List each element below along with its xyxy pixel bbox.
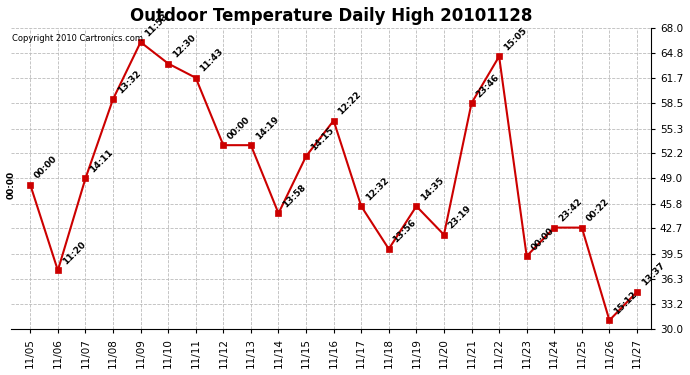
Text: 13:37: 13:37: [640, 261, 667, 288]
Title: Outdoor Temperature Daily High 20101128: Outdoor Temperature Daily High 20101128: [130, 7, 532, 25]
Text: 00:00: 00:00: [226, 115, 253, 141]
Text: 14:35: 14:35: [419, 176, 446, 202]
Text: 14:11: 14:11: [88, 148, 115, 174]
Text: 14:19: 14:19: [254, 114, 280, 141]
Text: 11:20: 11:20: [61, 240, 87, 266]
Text: 11:43: 11:43: [199, 47, 225, 74]
Text: 00:00: 00:00: [33, 154, 59, 181]
Text: 23:42: 23:42: [557, 197, 584, 223]
Text: 15:05: 15:05: [502, 26, 529, 52]
Text: 12:32: 12:32: [364, 176, 391, 202]
Text: 15:12: 15:12: [612, 290, 639, 316]
Text: 12:22: 12:22: [337, 90, 363, 117]
Text: 00:00: 00:00: [7, 171, 16, 199]
Text: 13:58: 13:58: [282, 183, 308, 209]
Text: 14:15: 14:15: [309, 125, 335, 152]
Text: 23:19: 23:19: [446, 204, 473, 231]
Text: 23:46: 23:46: [474, 72, 501, 99]
Text: 00:22: 00:22: [584, 197, 611, 223]
Text: Copyright 2010 Cartronics.com: Copyright 2010 Cartronics.com: [12, 34, 144, 43]
Text: 12:30: 12:30: [171, 33, 197, 59]
Text: 13:32: 13:32: [116, 69, 142, 95]
Text: 11:53: 11:53: [144, 11, 170, 38]
Text: 00:00: 00:00: [529, 226, 555, 252]
Text: 13:56: 13:56: [391, 218, 418, 245]
